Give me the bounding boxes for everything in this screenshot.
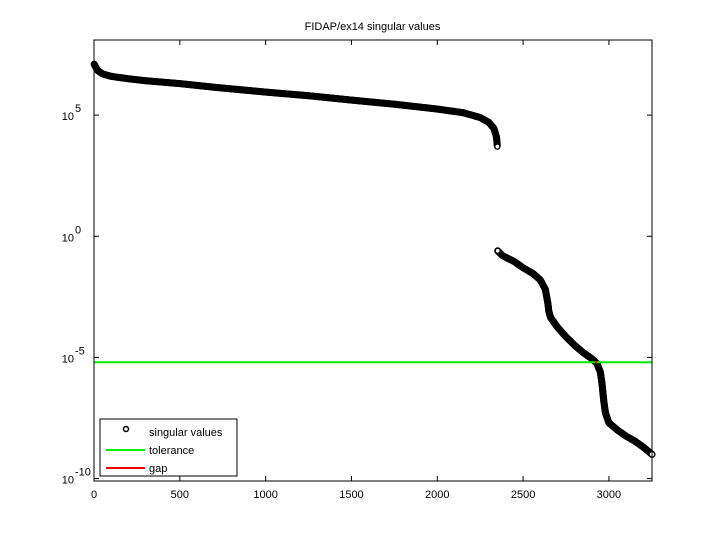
y-tick-label: 10: [62, 232, 74, 244]
x-tick-label: 1000: [253, 489, 277, 501]
legend-marker-icon: [122, 425, 130, 433]
legend-label-tolerance: tolerance: [149, 445, 194, 457]
legend-label-singular-values: singular values: [149, 427, 223, 439]
x-tick-label: 3000: [597, 489, 621, 501]
plot-area: [90, 60, 656, 458]
y-tick-exponent: -5: [75, 345, 85, 357]
x-tick-label: 500: [171, 489, 189, 501]
y-tick-label: 10: [62, 353, 74, 365]
legend-label-gap: gap: [149, 463, 167, 475]
y-tick-exponent: -10: [75, 467, 91, 479]
singular-value-marker: [494, 143, 501, 150]
y-tick-label: 10: [62, 475, 74, 487]
y-tick-exponent: 5: [75, 103, 81, 115]
axes-frame: [93, 39, 653, 482]
legend: singular values tolerance gap: [99, 418, 238, 477]
x-tick-label: 2500: [511, 489, 535, 501]
y-tick-label: 10: [62, 111, 74, 123]
x-axis: 0 500 1000 1500 2000 2500 3000: [91, 40, 621, 501]
singular-value-marker: [494, 247, 501, 254]
y-tick-exponent: 0: [75, 224, 81, 236]
chart-title: FIDAP/ex14 singular values: [304, 21, 441, 33]
x-tick-label: 1500: [339, 489, 363, 501]
x-tick-label: 0: [91, 489, 97, 501]
x-tick-label: 2000: [425, 489, 449, 501]
